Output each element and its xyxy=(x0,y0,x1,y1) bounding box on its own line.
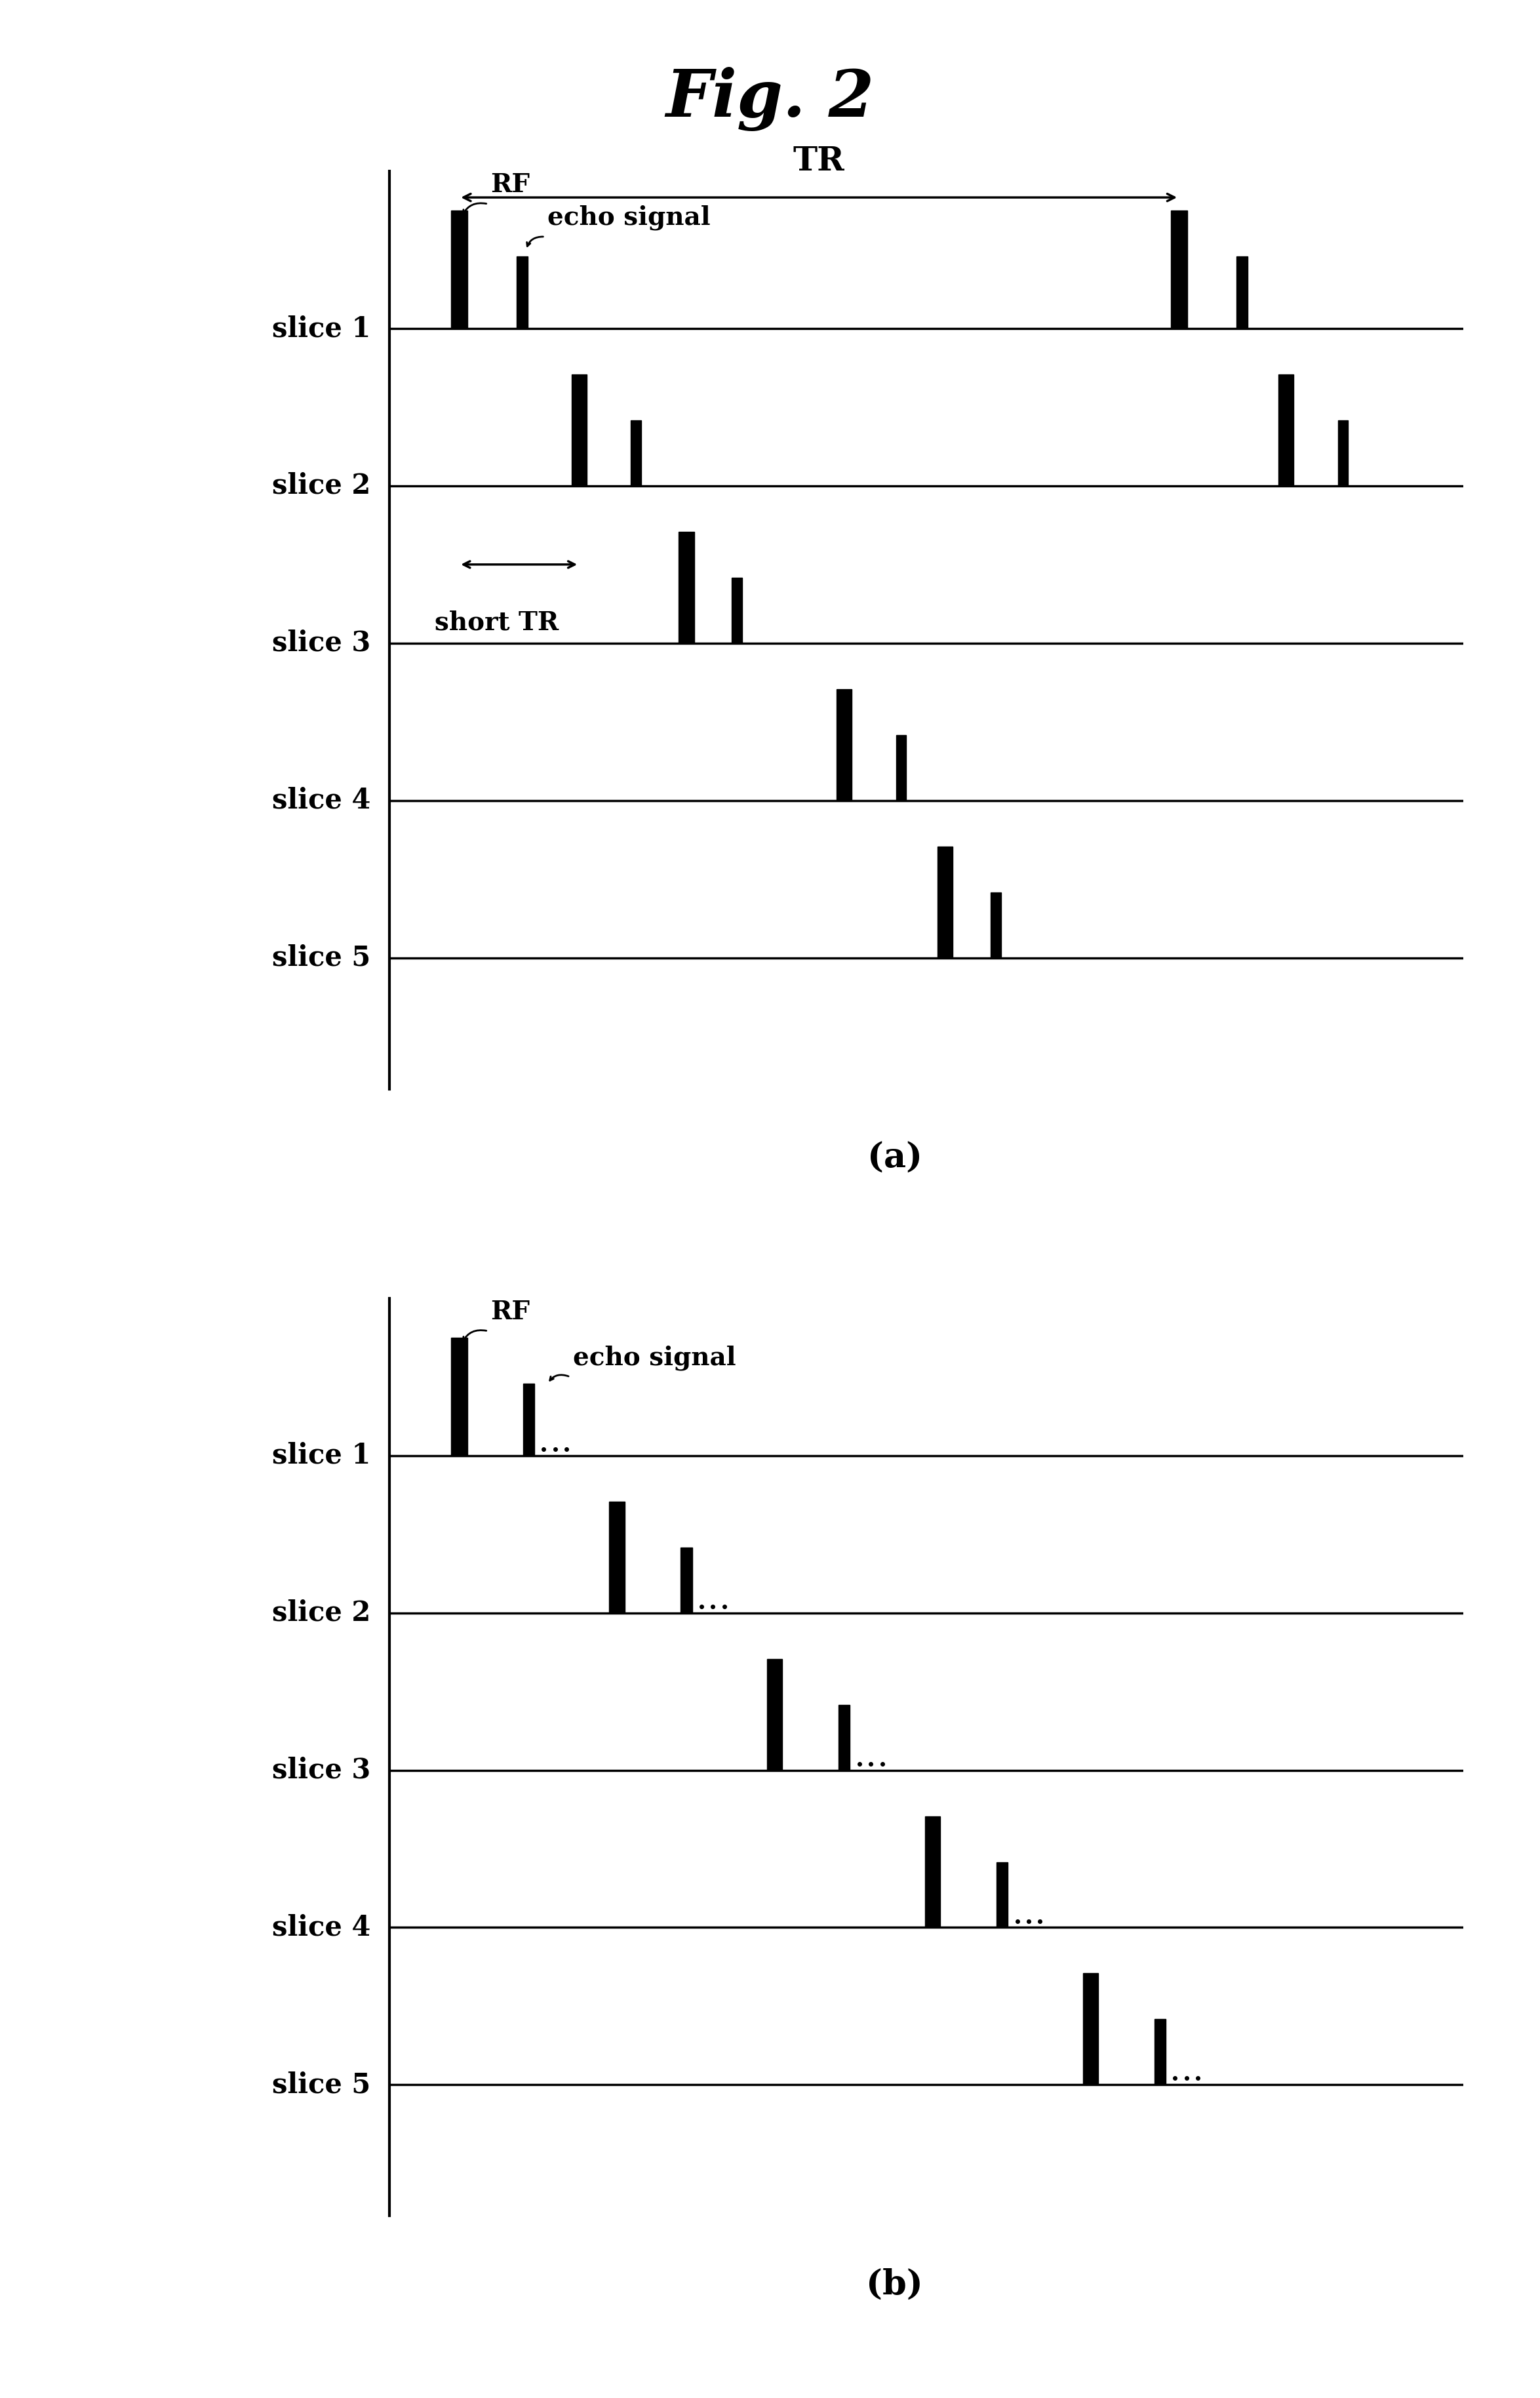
Bar xyxy=(836,688,852,801)
Text: slice 3: slice 3 xyxy=(273,1755,371,1784)
Text: (b): (b) xyxy=(867,2269,922,2302)
Bar xyxy=(839,1705,850,1770)
Bar xyxy=(571,374,587,487)
Bar xyxy=(1155,2019,1166,2084)
Text: slice 5: slice 5 xyxy=(273,2072,371,2098)
Text: RF: RF xyxy=(491,173,530,197)
Bar xyxy=(990,892,1001,957)
Text: slice 2: slice 2 xyxy=(273,472,371,499)
Bar xyxy=(1170,211,1187,329)
Text: slice 4: slice 4 xyxy=(273,1914,371,1942)
Text: RF: RF xyxy=(491,1300,530,1324)
Bar xyxy=(679,532,695,643)
Bar xyxy=(767,1659,782,1770)
Bar xyxy=(610,1501,625,1614)
Text: slice 4: slice 4 xyxy=(273,787,371,815)
Bar xyxy=(516,257,528,329)
Bar xyxy=(1338,420,1348,487)
Bar xyxy=(451,211,467,329)
Bar xyxy=(731,578,742,643)
Text: Fig. 2: Fig. 2 xyxy=(665,67,875,132)
Bar xyxy=(938,846,953,957)
Text: echo signal: echo signal xyxy=(548,204,710,230)
Bar xyxy=(1278,374,1294,487)
Text: (a): (a) xyxy=(867,1141,922,1175)
Text: TR: TR xyxy=(793,146,845,177)
Text: short TR: short TR xyxy=(434,611,559,635)
Text: slice 5: slice 5 xyxy=(273,945,371,971)
Bar xyxy=(926,1815,941,1928)
Bar xyxy=(896,734,906,801)
Text: slice 2: slice 2 xyxy=(273,1599,371,1626)
Bar xyxy=(631,420,641,487)
Text: slice 1: slice 1 xyxy=(273,314,371,343)
Bar xyxy=(524,1384,534,1456)
Text: slice 1: slice 1 xyxy=(273,1441,371,1470)
Bar xyxy=(1083,1974,1098,2084)
Bar xyxy=(1237,257,1247,329)
Text: slice 3: slice 3 xyxy=(273,628,371,657)
Bar xyxy=(996,1861,1007,1928)
Text: echo signal: echo signal xyxy=(573,1345,736,1369)
Bar xyxy=(451,1338,467,1456)
Bar xyxy=(681,1547,691,1614)
